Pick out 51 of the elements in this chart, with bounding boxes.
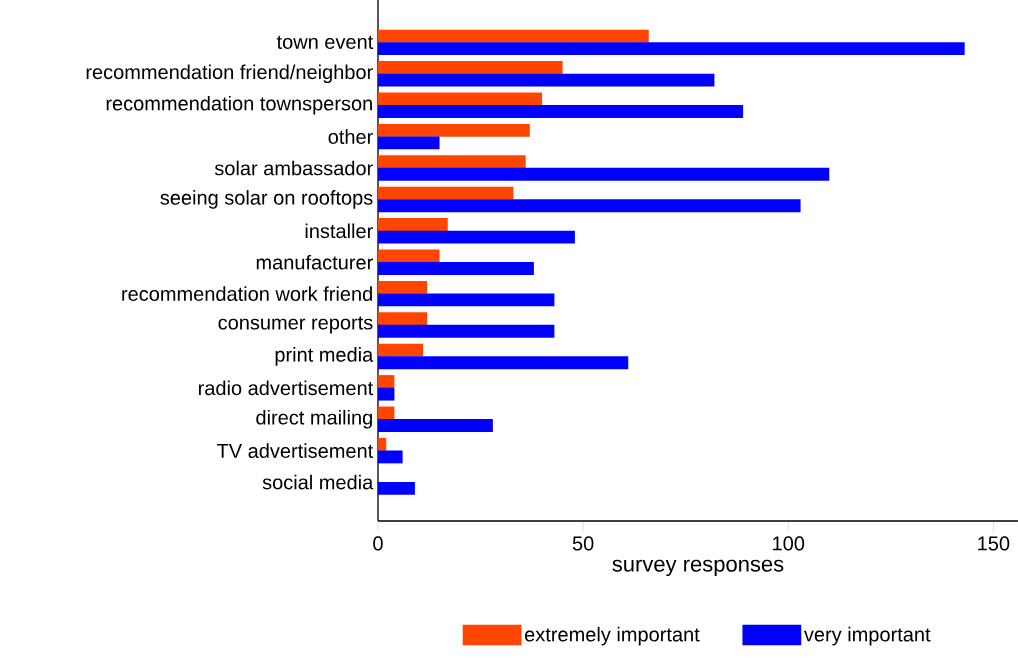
y-tick-label: social media: [262, 474, 374, 490]
y-tick-label: recommendation friend/neighbor: [86, 64, 373, 84]
bar: [378, 406, 395, 420]
bar: [378, 42, 965, 56]
bar: [378, 92, 543, 106]
legend-label: extremely important: [525, 626, 700, 646]
x-tick-label: 0: [373, 536, 383, 551]
y-tick-label: radio advertisement: [198, 380, 374, 396]
x-tick-label: 50: [572, 536, 594, 551]
bar: [378, 324, 555, 338]
bar: [378, 61, 563, 74]
y-tick-label: seeing solar on rooftops: [160, 190, 373, 209]
bar: [378, 312, 428, 326]
bar: [378, 155, 526, 169]
y-tick-label: installer: [305, 223, 373, 239]
bar: [378, 481, 415, 495]
y-tick-label: print media: [275, 347, 374, 366]
y-tick-label: TV advertisement: [217, 443, 374, 458]
bar: [378, 249, 440, 263]
x-tick-label: 150: [978, 536, 1010, 551]
bar: [378, 136, 440, 150]
y-tick-label: solar ambassador: [214, 160, 373, 176]
bar: [378, 387, 395, 401]
bar: [378, 375, 395, 388]
bar: [378, 343, 424, 357]
y-tick-label: direct mailing: [256, 409, 372, 429]
bar: [378, 419, 493, 432]
bar: [378, 293, 555, 307]
bar: [378, 199, 801, 213]
bar: [378, 262, 534, 275]
x-tick-label: 100: [773, 536, 805, 551]
bar: [378, 29, 649, 43]
y-tick-label: recommendation work friend: [122, 286, 372, 301]
bar: [378, 167, 830, 181]
bar: [378, 186, 514, 200]
y-tick-label: recommendation townsperson: [106, 95, 372, 115]
bar: [378, 280, 428, 294]
bar: [378, 123, 530, 137]
bar: [378, 437, 387, 451]
bar: [378, 73, 715, 87]
bar: [378, 105, 744, 118]
y-tick-label: manufacturer: [256, 254, 373, 270]
x-axis-title: survey responses: [612, 559, 784, 577]
y-tick-label: other: [328, 129, 373, 144]
legend-label: very important: [803, 626, 931, 646]
bar: [378, 356, 629, 370]
bar: [378, 450, 403, 464]
y-tick-label: town event: [276, 35, 374, 49]
y-tick-label: consumer reports: [218, 316, 373, 334]
bar: [378, 230, 575, 244]
bar: [378, 218, 448, 231]
